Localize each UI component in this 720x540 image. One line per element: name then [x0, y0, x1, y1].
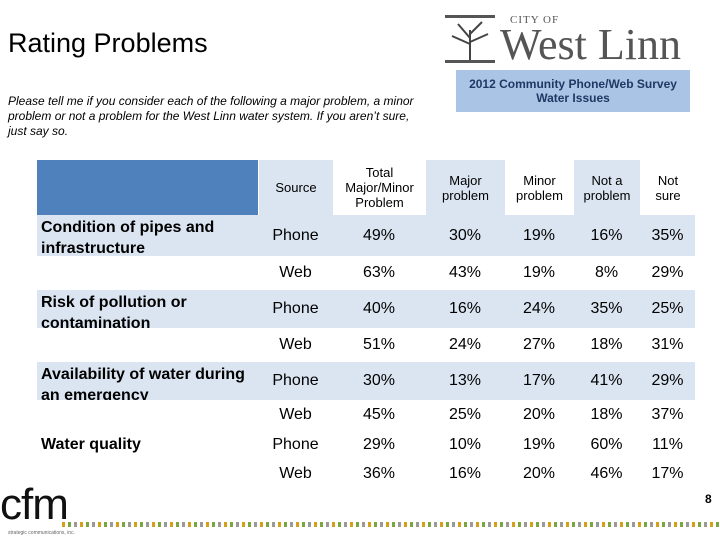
value: 20%	[505, 459, 573, 488]
value: 60%	[573, 430, 640, 459]
group-label: Availability of water during an emergenc…	[37, 362, 258, 404]
value: 29%	[333, 430, 425, 459]
logo-small: CITY OF	[510, 14, 560, 26]
source: Web	[258, 459, 333, 488]
value: 13%	[425, 362, 505, 400]
value: 19%	[505, 430, 573, 459]
value: 8%	[573, 256, 640, 290]
value: 20%	[505, 400, 573, 430]
value: 17%	[505, 362, 573, 400]
column-header: Major problem	[425, 160, 505, 215]
value: 37%	[640, 400, 695, 430]
value: 11%	[640, 430, 695, 459]
value: 45%	[333, 400, 425, 430]
value: 16%	[573, 215, 640, 256]
row-band	[37, 459, 258, 488]
column-header: Not a problem	[573, 160, 640, 215]
group-label: Water quality	[37, 430, 258, 459]
value: 29%	[640, 362, 695, 400]
tagline: strategic communications, inc.	[8, 530, 75, 536]
value: 63%	[333, 256, 425, 290]
column-header: Source	[258, 160, 333, 215]
value: 19%	[505, 256, 573, 290]
source: Web	[258, 328, 333, 362]
value: 41%	[573, 362, 640, 400]
value: 10%	[425, 430, 505, 459]
value: 18%	[573, 328, 640, 362]
logo-name: West Linn	[500, 20, 681, 69]
value: 27%	[505, 328, 573, 362]
page-number: 8	[705, 492, 712, 506]
value: 18%	[573, 400, 640, 430]
source: Phone	[258, 362, 333, 400]
source: Web	[258, 256, 333, 290]
header-blank	[37, 160, 258, 215]
source: Web	[258, 400, 333, 430]
brand: cfm	[0, 480, 69, 529]
source: Phone	[258, 430, 333, 459]
value: 51%	[333, 328, 425, 362]
value: 46%	[573, 459, 640, 488]
value: 25%	[425, 400, 505, 430]
survey-box: 2012 Community Phone/Web Survey Water Is…	[456, 70, 690, 112]
value: 36%	[333, 459, 425, 488]
group-label: Condition of pipes and infrastructure	[37, 215, 258, 257]
value: 49%	[333, 215, 425, 256]
value: 35%	[573, 290, 640, 328]
value: 35%	[640, 215, 695, 256]
logo-tree	[445, 15, 495, 63]
row-band	[37, 400, 258, 430]
value: 16%	[425, 290, 505, 328]
value: 25%	[640, 290, 695, 328]
column-header: Minor problem	[505, 160, 573, 215]
value: 24%	[425, 328, 505, 362]
value: 43%	[425, 256, 505, 290]
row-band	[37, 256, 258, 290]
value: 19%	[505, 215, 573, 256]
value: 24%	[505, 290, 573, 328]
value: 30%	[333, 362, 425, 400]
value: 40%	[333, 290, 425, 328]
dotted-rule	[62, 522, 720, 527]
source: Phone	[258, 215, 333, 256]
column-header: Total Major/Minor Problem	[333, 160, 425, 215]
group-label: Risk of pollution or contamination	[37, 290, 258, 332]
column-header: Not sure	[640, 160, 695, 215]
row-band	[37, 328, 258, 362]
value: 16%	[425, 459, 505, 488]
title: Rating Problems	[8, 28, 208, 58]
source: Phone	[258, 290, 333, 328]
question: Please tell me if you consider each of t…	[8, 94, 414, 138]
value: 17%	[640, 459, 695, 488]
value: 29%	[640, 256, 695, 290]
value: 30%	[425, 215, 505, 256]
value: 31%	[640, 328, 695, 362]
